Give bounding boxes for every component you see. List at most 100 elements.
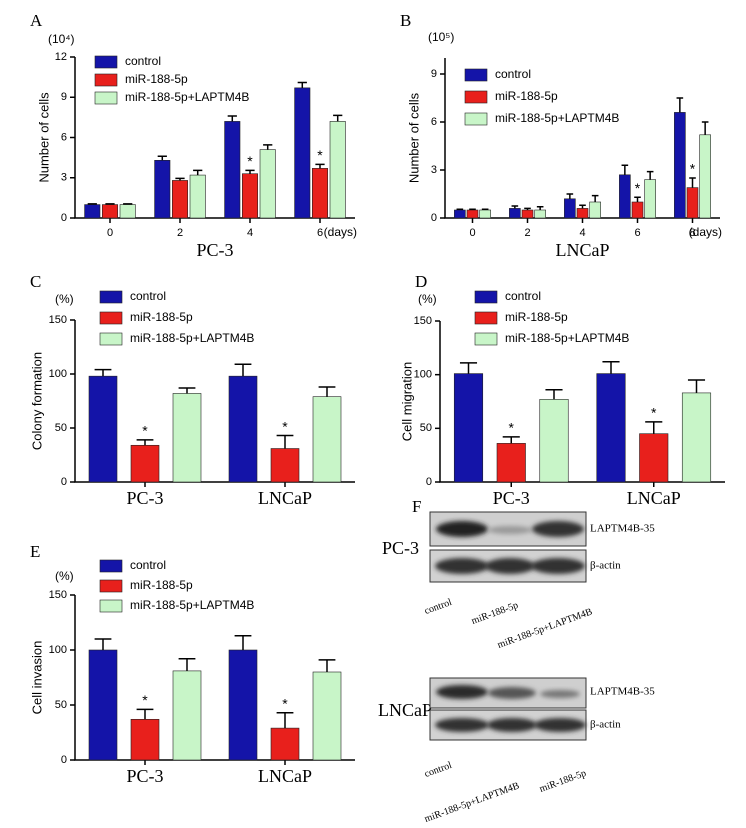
bar <box>466 209 479 219</box>
error-bar <box>687 379 706 393</box>
y-tick-label: 3 <box>431 164 437 176</box>
bar <box>294 87 311 219</box>
error-bar <box>591 194 599 202</box>
x-tick-label: 2 <box>177 227 183 239</box>
significance-mark: * <box>651 405 657 421</box>
band-label: LAPTM4B-35 <box>590 523 655 535</box>
y-axis-label: Cell invasion <box>29 641 44 715</box>
y-axis-label: Cell migration <box>399 362 414 441</box>
y-tick-label: 0 <box>61 212 67 224</box>
band-label: LAPTM4B-35 <box>590 686 655 698</box>
bar <box>172 180 189 219</box>
lane-label: miR-188-5p+LAPTM4B <box>423 780 521 825</box>
y-tick-label: 100 <box>49 368 67 380</box>
error-bar <box>536 206 544 210</box>
x-unit-label: (days) <box>689 225 722 239</box>
error-bar <box>136 708 154 720</box>
y-axis-label: Number of cells <box>36 92 51 183</box>
legend-swatch <box>464 68 488 82</box>
error-bar <box>469 208 476 210</box>
x-tick-label: 6 <box>317 227 323 239</box>
bar <box>509 208 521 219</box>
legend-swatch <box>464 112 488 126</box>
error-bar <box>178 387 196 394</box>
error-bar <box>566 193 574 199</box>
legend-swatch <box>474 290 498 304</box>
x-tick-label: 4 <box>579 227 585 239</box>
significance-mark: * <box>317 147 323 163</box>
legend-swatch <box>99 332 123 346</box>
error-bar <box>511 205 519 209</box>
legend-label: control <box>505 289 541 303</box>
error-bar <box>689 177 696 188</box>
y-tick-label: 150 <box>414 315 432 327</box>
bar <box>674 112 686 219</box>
y-tick-label: 0 <box>431 212 437 224</box>
panel-letter: C <box>30 272 41 291</box>
error-bar <box>87 203 97 205</box>
error-bar <box>193 169 203 176</box>
y-tick-label: 50 <box>420 422 432 434</box>
significance-mark: * <box>282 695 288 711</box>
significance-mark: * <box>282 418 288 434</box>
legend-label: control <box>125 54 161 68</box>
bar <box>102 204 119 219</box>
bar <box>639 433 669 483</box>
y-tick-label: 0 <box>426 476 432 488</box>
legend-label: miR-188-5p <box>130 578 193 592</box>
legend-label: miR-188-5p+LAPTM4B <box>495 111 619 125</box>
bar <box>270 727 300 761</box>
bar <box>539 399 569 483</box>
x-tick-label: LNCaP <box>258 488 312 508</box>
legend-label: miR-188-5p+LAPTM4B <box>130 331 254 345</box>
error-bar <box>178 658 196 671</box>
y-tick-label: 0 <box>61 754 67 766</box>
x-axis-label: PC-3 <box>196 240 233 260</box>
legend-label: control <box>130 289 166 303</box>
bar <box>189 174 206 219</box>
bar <box>130 718 160 761</box>
error-bar <box>157 155 167 161</box>
cell-line-label: LNCaP <box>378 700 432 720</box>
significance-mark: * <box>690 161 696 177</box>
bar <box>329 121 346 219</box>
x-tick-label: 6 <box>634 227 640 239</box>
bar <box>534 209 546 219</box>
y-axis-label: Colony formation <box>29 352 44 450</box>
y-tick-label: 3 <box>61 172 67 184</box>
error-bar <box>234 634 252 650</box>
y-tick-label: 6 <box>431 116 437 128</box>
legend-swatch <box>99 599 123 613</box>
bar <box>312 671 342 761</box>
error-bar <box>645 421 663 434</box>
error-bar <box>245 169 255 174</box>
bar <box>119 204 136 219</box>
legend-label: control <box>130 558 166 572</box>
x-tick-label: 4 <box>247 227 253 239</box>
error-bar <box>579 204 586 209</box>
unit-label: (%) <box>418 292 437 306</box>
bar <box>681 392 712 483</box>
blot-panel: F PC-3 LAPTM4B-35 β-actin control miR-18… <box>378 497 655 825</box>
error-bar <box>634 196 641 202</box>
x-tick-label: 2 <box>524 227 530 239</box>
error-bar <box>263 144 273 150</box>
bar <box>130 444 160 483</box>
bar <box>631 201 644 219</box>
bar <box>84 204 101 219</box>
y-tick-label: 9 <box>431 68 437 80</box>
error-bar <box>701 121 709 135</box>
error-bar <box>318 386 336 397</box>
error-bar <box>524 207 531 210</box>
error-bar <box>315 163 325 169</box>
blot-band <box>436 521 488 537</box>
blot-band <box>485 558 535 574</box>
y-tick-label: 9 <box>61 91 67 103</box>
legend-label: miR-188-5p <box>125 72 188 86</box>
y-axis-label: Number of cells <box>406 92 421 183</box>
error-bar <box>175 177 185 181</box>
error-bar <box>276 711 294 729</box>
blot-band <box>488 687 536 699</box>
bar <box>686 187 699 219</box>
legend-swatch <box>474 311 498 325</box>
